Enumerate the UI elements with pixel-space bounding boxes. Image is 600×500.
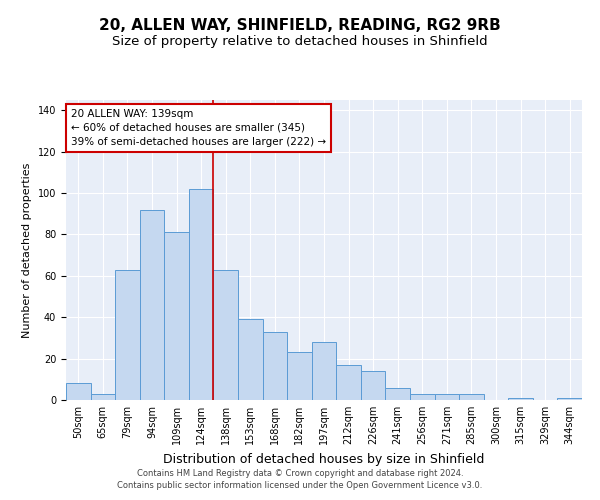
- Bar: [336, 365, 361, 400]
- Bar: [459, 394, 484, 400]
- Bar: [385, 388, 410, 400]
- X-axis label: Distribution of detached houses by size in Shinfield: Distribution of detached houses by size …: [163, 452, 485, 466]
- Bar: [312, 342, 336, 400]
- Bar: [140, 210, 164, 400]
- Bar: [557, 398, 582, 400]
- Bar: [164, 232, 189, 400]
- Bar: [189, 189, 214, 400]
- Bar: [214, 270, 238, 400]
- Bar: [508, 398, 533, 400]
- Bar: [238, 320, 263, 400]
- Text: 20 ALLEN WAY: 139sqm
← 60% of detached houses are smaller (345)
39% of semi-deta: 20 ALLEN WAY: 139sqm ← 60% of detached h…: [71, 109, 326, 147]
- Bar: [115, 270, 140, 400]
- Bar: [91, 394, 115, 400]
- Text: Contains public sector information licensed under the Open Government Licence v3: Contains public sector information licen…: [118, 481, 482, 490]
- Bar: [410, 394, 434, 400]
- Bar: [66, 384, 91, 400]
- Text: Contains HM Land Registry data © Crown copyright and database right 2024.: Contains HM Land Registry data © Crown c…: [137, 468, 463, 477]
- Text: Size of property relative to detached houses in Shinfield: Size of property relative to detached ho…: [112, 35, 488, 48]
- Text: 20, ALLEN WAY, SHINFIELD, READING, RG2 9RB: 20, ALLEN WAY, SHINFIELD, READING, RG2 9…: [99, 18, 501, 32]
- Y-axis label: Number of detached properties: Number of detached properties: [22, 162, 32, 338]
- Bar: [263, 332, 287, 400]
- Bar: [361, 371, 385, 400]
- Bar: [434, 394, 459, 400]
- Bar: [287, 352, 312, 400]
